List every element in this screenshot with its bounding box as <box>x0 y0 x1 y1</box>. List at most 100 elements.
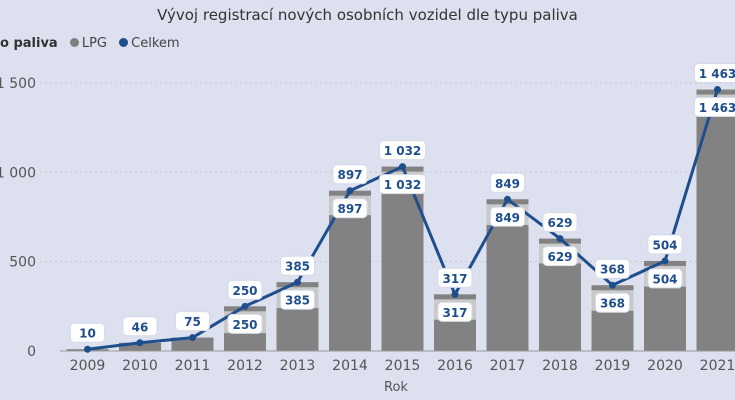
celkem-value-label: 10 <box>70 322 105 343</box>
bar-segment-dark <box>381 191 424 351</box>
celkem-point[interactable] <box>84 345 91 353</box>
bar-segment-dark <box>329 215 371 351</box>
celkem-point[interactable] <box>714 86 721 94</box>
celkem-point[interactable] <box>346 187 354 195</box>
svg-text:1 463: 1 463 <box>699 67 735 81</box>
celkem-point[interactable] <box>189 334 196 342</box>
celkem-point[interactable] <box>451 290 459 298</box>
bar-segment-dark <box>696 115 735 351</box>
legend-lpg-swatch <box>69 38 79 47</box>
x-tick-label: 2013 <box>280 358 316 374</box>
x-tick-label: 2018 <box>542 358 578 374</box>
x-tick-label: 2012 <box>227 358 263 374</box>
legend-celkem-label[interactable]: Celkem <box>131 36 180 51</box>
bar-value-label: 849 <box>490 206 525 227</box>
legend-title: o paliva <box>0 36 58 51</box>
celkem-value-label: 75 <box>175 311 210 332</box>
bar-segment-dark <box>276 308 319 351</box>
bar-value-label: 504 <box>647 268 683 289</box>
svg-text:504: 504 <box>652 272 677 286</box>
bar-segment-dark <box>539 263 581 351</box>
x-tick-label: 2020 <box>647 358 683 374</box>
celkem-value-label: 897 <box>332 164 368 185</box>
svg-text:849: 849 <box>495 211 520 225</box>
svg-text:46: 46 <box>132 320 149 334</box>
y-tick-label: 500 <box>9 255 36 271</box>
bar-value-label: 368 <box>595 292 630 313</box>
bar-segment-dark <box>486 225 529 351</box>
svg-text:10: 10 <box>79 327 96 341</box>
celkem-point[interactable] <box>136 339 144 347</box>
x-tick-label: 2015 <box>385 358 421 374</box>
svg-text:1 463: 1 463 <box>699 101 735 115</box>
svg-text:629: 629 <box>547 250 572 264</box>
y-tick-label: 1 000 <box>0 165 36 181</box>
svg-text:1 032: 1 032 <box>384 178 422 192</box>
svg-text:629: 629 <box>547 216 572 230</box>
svg-text:317: 317 <box>442 306 467 320</box>
x-tick-label: 2014 <box>332 358 368 374</box>
celkem-value-label: 317 <box>437 267 473 288</box>
celkem-point[interactable] <box>504 195 511 203</box>
svg-text:75: 75 <box>184 315 201 329</box>
total-line: 250 385 897 1 032 317 849 629 368 504 1 463 10 46 75… <box>70 63 735 353</box>
celkem-value-label: 250 <box>227 279 263 300</box>
bar-value-label: 317 <box>437 301 473 322</box>
celkem-value-label: 504 <box>647 234 683 255</box>
celkem-point[interactable] <box>399 163 406 171</box>
celkem-point[interactable] <box>241 302 249 310</box>
x-tick-label: 2017 <box>490 358 526 374</box>
svg-text:1 032: 1 032 <box>384 144 422 158</box>
bar-segment-dark <box>119 342 161 351</box>
x-tick-label: 2009 <box>70 358 106 374</box>
celkem-point[interactable] <box>556 235 564 243</box>
celkem-point[interactable] <box>294 278 301 286</box>
x-tick-label: 2021 <box>700 358 735 374</box>
svg-text:897: 897 <box>337 202 362 216</box>
svg-text:849: 849 <box>495 177 520 191</box>
celkem-point[interactable] <box>661 257 669 265</box>
svg-text:250: 250 <box>232 284 257 298</box>
x-axis: 2009 2010 2011 2012 2013 2014 2015 2016 2017 2018… <box>70 358 735 374</box>
bar-segment-dark <box>171 337 214 351</box>
svg-text:317: 317 <box>442 272 467 286</box>
bar-value-label: 1 463 <box>694 97 735 118</box>
y-axis: 0 500 1 000 1 500 <box>0 76 36 360</box>
bar-segment-dark <box>224 333 266 351</box>
legend-lpg-label[interactable]: LPG <box>81 36 107 51</box>
y-tick-label: 0 <box>27 344 36 360</box>
bar-2015[interactable] <box>381 166 424 351</box>
svg-text:385: 385 <box>285 294 310 308</box>
bar-2017[interactable] <box>486 199 529 351</box>
bar-2021[interactable] <box>696 89 735 352</box>
x-tick-label: 2010 <box>122 358 158 374</box>
x-tick-label: 2011 <box>175 358 211 374</box>
bar-2011[interactable] <box>171 337 214 351</box>
legend: o paliva LPG Celkem <box>0 36 180 51</box>
x-tick-label: 2019 <box>595 358 631 374</box>
celkem-value-label: 385 <box>280 255 315 276</box>
bar-value-label: 897 <box>332 198 368 219</box>
bar-segment-dark <box>591 310 634 351</box>
svg-text:368: 368 <box>600 297 625 311</box>
svg-text:897: 897 <box>337 168 362 182</box>
celkem-value-label: 629 <box>542 212 578 233</box>
celkem-value-label: 849 <box>490 172 525 193</box>
x-axis-label: Rok <box>384 380 408 395</box>
gridlines <box>40 82 735 263</box>
bar-segment-dark <box>644 286 686 351</box>
celkem-point[interactable] <box>609 281 616 289</box>
celkem-value-label: 368 <box>595 258 630 279</box>
celkem-value-label: 46 <box>122 316 158 337</box>
celkem-value-label: 1 463 <box>694 63 735 84</box>
svg-text:368: 368 <box>600 263 625 277</box>
bars <box>60 89 735 352</box>
bar-value-label: 385 <box>280 289 315 310</box>
x-tick-label: 2016 <box>437 358 473 374</box>
legend-celkem-swatch <box>119 38 129 47</box>
bar-2010[interactable] <box>119 342 161 351</box>
bar-segment-dark <box>434 319 476 351</box>
bar-value-label: 250 <box>227 313 263 334</box>
svg-text:385: 385 <box>285 260 310 274</box>
svg-text:250: 250 <box>232 318 257 332</box>
